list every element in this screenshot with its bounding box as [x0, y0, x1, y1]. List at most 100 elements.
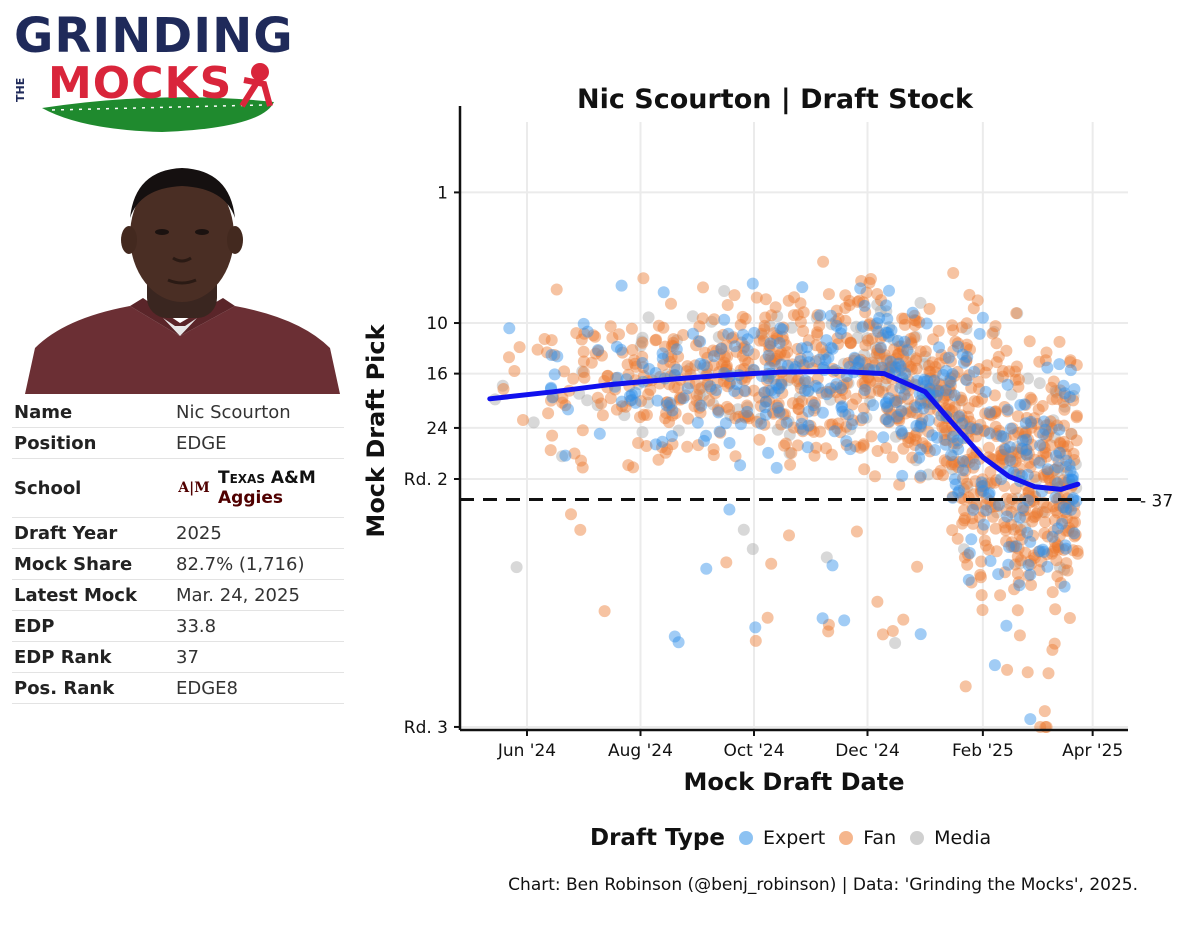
- data-point-fan: [807, 425, 820, 438]
- data-point-expert: [802, 356, 815, 369]
- data-point-fan: [990, 474, 1003, 487]
- data-point-fan: [759, 311, 772, 324]
- data-point-fan: [786, 397, 799, 410]
- data-point-expert: [884, 355, 897, 368]
- data-point-fan: [934, 464, 947, 477]
- data-point-fan: [805, 423, 817, 436]
- data-point-fan: [840, 332, 853, 345]
- school-mascot: Aggies: [218, 488, 283, 508]
- data-point-fan: [883, 404, 896, 417]
- data-point-fan: [1053, 529, 1066, 542]
- legend-swatch: [910, 831, 925, 845]
- data-point-fan: [1012, 542, 1025, 555]
- data-point-expert: [1020, 443, 1033, 456]
- data-point-expert: [984, 555, 997, 567]
- data-point-fan: [832, 312, 845, 325]
- data-point-media: [1054, 561, 1066, 574]
- data-point-expert: [939, 438, 952, 451]
- data-point-expert: [894, 360, 907, 373]
- data-point-fan: [1016, 533, 1029, 546]
- data-point-fan: [1019, 546, 1032, 559]
- info-label: EDP: [12, 610, 174, 642]
- data-point-expert: [947, 430, 959, 443]
- data-point-fan: [771, 350, 784, 363]
- data-point-fan: [624, 394, 637, 407]
- data-point-fan: [778, 439, 791, 452]
- data-point-fan: [958, 551, 971, 564]
- data-point-fan: [979, 539, 992, 552]
- data-point-expert: [1058, 580, 1071, 593]
- data-point-expert: [835, 401, 848, 414]
- data-point-media: [1026, 488, 1039, 501]
- data-point-expert: [780, 416, 793, 429]
- data-point-fan: [1056, 514, 1069, 527]
- data-point-fan: [601, 369, 614, 382]
- data-point-fan: [923, 403, 936, 416]
- data-point-fan: [780, 339, 792, 352]
- data-point-expert: [656, 347, 669, 360]
- data-point-expert: [997, 430, 1010, 443]
- data-point-fan: [1006, 422, 1019, 435]
- data-point-fan: [1046, 393, 1059, 406]
- data-point-expert: [687, 327, 699, 340]
- data-point-fan: [959, 680, 972, 693]
- data-point-fan: [1054, 577, 1067, 589]
- data-point-expert: [762, 446, 775, 459]
- data-point-expert: [698, 359, 711, 371]
- data-point-media: [741, 401, 754, 414]
- data-point-fan: [675, 392, 688, 405]
- data-point-fan: [1052, 543, 1065, 556]
- data-point-expert: [953, 410, 966, 423]
- data-point-fan: [667, 336, 680, 349]
- data-point-expert: [664, 396, 676, 409]
- data-point-fan: [998, 480, 1011, 492]
- info-row-mock-share: Mock Share 82.7% (1,716): [12, 548, 344, 580]
- data-point-fan: [880, 354, 893, 367]
- data-point-expert: [1070, 495, 1083, 507]
- data-point-fan: [975, 484, 988, 497]
- data-point-media: [1033, 377, 1046, 390]
- data-point-expert: [1016, 442, 1029, 455]
- data-point-fan: [661, 443, 674, 456]
- data-point-expert: [1019, 417, 1032, 430]
- data-point-fan: [947, 437, 960, 450]
- data-point-fan: [862, 334, 874, 347]
- data-point-fan: [567, 372, 580, 385]
- data-point-fan: [996, 365, 1009, 377]
- data-point-fan: [665, 398, 678, 411]
- data-point-expert: [643, 363, 656, 375]
- data-point-fan: [831, 422, 844, 435]
- data-point-fan: [902, 392, 914, 405]
- data-point-expert: [723, 437, 736, 449]
- info-label: Latest Mock: [12, 579, 174, 611]
- data-point-fan: [1047, 545, 1060, 558]
- data-point-fan: [882, 416, 895, 429]
- data-point-expert: [953, 484, 966, 497]
- data-point-expert: [913, 451, 926, 464]
- data-point-media: [1019, 521, 1031, 534]
- data-point-fan: [836, 384, 849, 396]
- data-point-media: [820, 551, 833, 564]
- info-row-position: Position EDGE: [12, 427, 344, 459]
- data-point-fan: [729, 450, 742, 463]
- data-point-fan: [587, 329, 600, 342]
- legend-label: Media: [934, 827, 992, 849]
- data-point-media: [1048, 463, 1061, 476]
- data-point-media: [1065, 428, 1078, 440]
- data-point-media: [1022, 372, 1034, 385]
- data-point-fan: [720, 556, 733, 569]
- data-point-fan: [759, 293, 772, 306]
- data-point-expert: [737, 328, 749, 341]
- data-point-fan: [778, 349, 791, 362]
- data-point-media: [918, 358, 931, 371]
- data-point-fan: [1017, 504, 1030, 517]
- data-point-expert: [983, 427, 996, 440]
- data-point-fan: [965, 420, 977, 433]
- data-point-fan: [873, 347, 886, 360]
- data-point-expert: [712, 406, 725, 419]
- data-point-expert: [1057, 379, 1070, 392]
- data-point-fan: [781, 346, 794, 359]
- data-point-fan: [785, 371, 798, 384]
- data-point-fan: [1054, 437, 1067, 450]
- info-value: Nic Scourton: [174, 397, 344, 428]
